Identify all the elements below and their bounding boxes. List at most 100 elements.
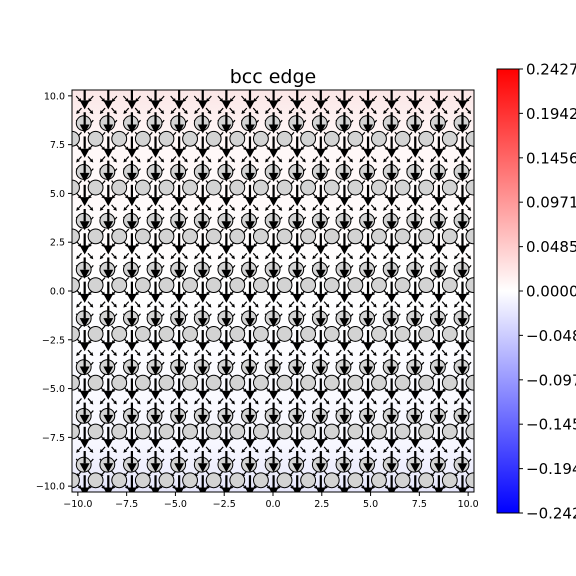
atom — [371, 228, 387, 245]
field-arrow — [123, 301, 130, 308]
field-arrow — [265, 252, 271, 260]
atom — [205, 423, 222, 440]
field-arrow — [217, 107, 224, 115]
main-arrow — [197, 257, 208, 279]
main-arrow — [79, 209, 90, 231]
field-arrow — [441, 252, 448, 260]
field-arrow — [441, 446, 448, 453]
field-arrow — [181, 446, 188, 453]
field-arrow — [241, 398, 248, 405]
field-arrow — [158, 398, 165, 405]
field-arrow — [194, 398, 201, 405]
atom — [418, 326, 435, 342]
atom — [323, 374, 340, 391]
field-arrow — [394, 107, 401, 115]
atom — [87, 326, 104, 342]
main-arrow — [386, 184, 397, 207]
main-arrow — [126, 281, 137, 303]
x-tick-label: −2.5 — [213, 499, 236, 510]
atom — [158, 277, 175, 294]
main-arrow — [363, 475, 373, 492]
main-arrow — [386, 402, 397, 424]
main-arrow — [221, 184, 232, 207]
field-arrow — [453, 398, 460, 405]
field-arrow — [312, 204, 319, 211]
atom — [205, 472, 222, 489]
field-arrow — [205, 204, 212, 211]
main-arrow — [103, 305, 114, 328]
main-arrow — [268, 330, 279, 352]
field-arrow — [181, 204, 188, 211]
main-arrow — [457, 475, 468, 492]
main-arrow — [221, 402, 232, 424]
atom — [182, 228, 198, 245]
atom — [371, 423, 387, 440]
main-arrow — [150, 160, 161, 182]
field-arrow — [87, 446, 94, 453]
atom — [465, 423, 474, 440]
field-arrow — [406, 107, 413, 115]
field-arrow — [276, 446, 283, 453]
atom — [229, 228, 246, 245]
field-arrow — [99, 107, 106, 115]
main-arrow — [245, 136, 255, 158]
main-arrow — [339, 354, 350, 376]
main-arrow — [174, 402, 185, 424]
field-arrow — [418, 156, 424, 163]
main-arrow — [457, 184, 468, 207]
atom — [72, 326, 80, 342]
field-arrow — [158, 156, 165, 163]
main-arrow — [197, 209, 208, 231]
atom — [205, 277, 222, 294]
field-arrow — [465, 156, 472, 163]
main-arrow — [433, 184, 444, 207]
main-arrow — [103, 330, 114, 352]
main-arrow — [363, 136, 373, 158]
main-arrow — [410, 305, 421, 328]
field-arrow — [335, 301, 342, 308]
field-arrow — [76, 398, 82, 405]
field-arrow — [312, 446, 319, 453]
main-arrow — [221, 112, 232, 134]
field-arrow — [430, 349, 437, 357]
main-arrow — [433, 305, 444, 328]
field-arrow — [252, 107, 259, 115]
field-arrow — [347, 156, 354, 163]
field-arrow — [359, 252, 366, 260]
main-arrow — [339, 233, 350, 255]
atom — [441, 326, 458, 342]
atom — [323, 228, 340, 245]
main-arrow — [363, 233, 373, 255]
field-arrow — [312, 156, 319, 163]
main-arrow — [126, 305, 137, 328]
atom — [229, 326, 246, 342]
field-arrow — [465, 252, 472, 260]
main-arrow — [103, 426, 114, 449]
field-arrow — [147, 398, 153, 405]
main-arrow — [386, 354, 397, 376]
atom — [394, 179, 411, 196]
field-arrow — [288, 107, 295, 115]
colorbar-gradient — [496, 68, 520, 514]
field-arrow — [406, 398, 413, 405]
y-tick-label: 10.0 — [44, 91, 65, 102]
field-arrow — [205, 252, 212, 260]
field-arrow — [359, 107, 366, 115]
field-arrow — [370, 156, 377, 163]
field-arrow — [441, 301, 448, 308]
colorbar-tick-label: 0.2427 — [526, 61, 576, 79]
main-arrow — [410, 112, 421, 134]
main-arrow — [79, 330, 90, 352]
y-tick-label: 7.5 — [50, 140, 65, 151]
atom — [87, 228, 104, 245]
atom — [205, 326, 222, 342]
atom — [229, 130, 246, 147]
atom — [134, 228, 151, 245]
field-arrow — [181, 252, 188, 260]
field-arrow — [134, 204, 141, 211]
field-arrow — [134, 446, 141, 453]
main-arrow — [292, 475, 303, 492]
field-arrow — [76, 204, 82, 211]
atom — [134, 179, 151, 196]
atom — [158, 374, 175, 391]
